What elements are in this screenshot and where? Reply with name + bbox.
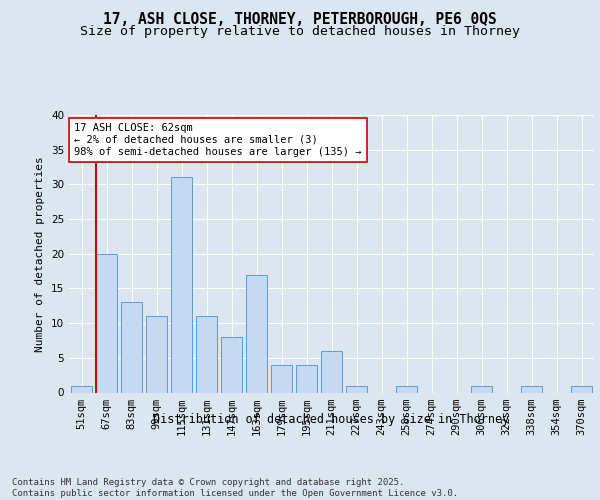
Bar xyxy=(471,386,492,392)
Bar xyxy=(346,386,367,392)
Bar xyxy=(146,316,167,392)
Bar xyxy=(221,337,242,392)
Bar xyxy=(571,386,592,392)
Bar xyxy=(196,316,217,392)
Bar xyxy=(296,365,317,392)
Text: 17, ASH CLOSE, THORNEY, PETERBOROUGH, PE6 0QS: 17, ASH CLOSE, THORNEY, PETERBOROUGH, PE… xyxy=(103,12,497,28)
Text: Contains HM Land Registry data © Crown copyright and database right 2025.
Contai: Contains HM Land Registry data © Crown c… xyxy=(12,478,458,498)
Text: Size of property relative to detached houses in Thorney: Size of property relative to detached ho… xyxy=(80,25,520,38)
Bar xyxy=(271,365,292,392)
Bar xyxy=(246,274,267,392)
Text: Distribution of detached houses by size in Thorney: Distribution of detached houses by size … xyxy=(154,412,509,426)
Bar xyxy=(71,386,92,392)
Bar xyxy=(321,351,342,393)
Text: 17 ASH CLOSE: 62sqm
← 2% of detached houses are smaller (3)
98% of semi-detached: 17 ASH CLOSE: 62sqm ← 2% of detached hou… xyxy=(74,124,362,156)
Bar xyxy=(171,178,192,392)
Bar xyxy=(521,386,542,392)
Bar xyxy=(121,302,142,392)
Bar xyxy=(396,386,417,392)
Bar xyxy=(96,254,117,392)
Y-axis label: Number of detached properties: Number of detached properties xyxy=(35,156,46,352)
